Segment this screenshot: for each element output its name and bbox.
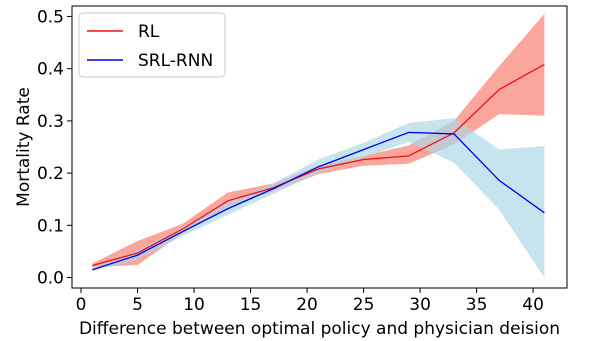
x-tick-label: 25: [353, 295, 375, 315]
x-tick-label: 35: [466, 295, 488, 315]
srl-rnn-line: [92, 131, 545, 271]
series-lines: [92, 63, 545, 271]
confidence-bands: [92, 13, 545, 278]
plot-frame: [71, 5, 568, 289]
x-axis-label: Difference between optimal policy and ph…: [79, 319, 560, 339]
y-tick-label: 0.4: [37, 60, 64, 80]
legend-label-srl-rnn: SRL-RNN: [138, 51, 213, 71]
y-axis-label: Mortality Rate: [14, 87, 34, 207]
legend-label-rl: RL: [138, 22, 160, 42]
x-tick-label: 20: [296, 295, 318, 315]
y-tick-label: 0.0: [37, 269, 64, 289]
x-tick-label: 5: [132, 295, 143, 315]
y-tick-label: 0.2: [37, 164, 64, 184]
x-axis: 0 5 10 15 20 25 30 35 40: [76, 288, 544, 315]
x-tick-label: 30: [409, 295, 431, 315]
rl-line: [92, 63, 545, 267]
x-tick-label: 40: [522, 295, 544, 315]
y-tick-label: 0.1: [37, 216, 64, 236]
legend-box: [78, 12, 226, 78]
x-tick-label: 0: [76, 295, 87, 315]
y-tick-label: 0.5: [37, 7, 64, 27]
x-tick-label: 10: [183, 295, 205, 315]
srl-rnn-confidence-band: [92, 118, 545, 278]
y-tick-label: 0.3: [37, 112, 64, 132]
x-tick-label: 15: [240, 295, 262, 315]
legend: RL SRL-RNN: [78, 12, 226, 78]
y-axis: 0.0 0.1 0.2 0.3 0.4 0.5: [37, 7, 72, 289]
